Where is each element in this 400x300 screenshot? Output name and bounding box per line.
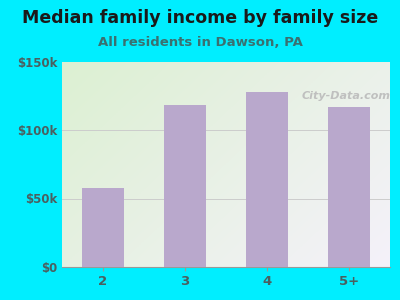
Bar (82, 188, 124, 267)
Text: All residents in Dawson, PA: All residents in Dawson, PA (98, 36, 302, 49)
Bar (328, 107, 370, 267)
Text: City-Data.com: City-Data.com (302, 92, 390, 101)
Bar (246, 92, 288, 267)
Text: Median family income by family size: Median family income by family size (22, 9, 378, 27)
Bar (164, 105, 206, 267)
